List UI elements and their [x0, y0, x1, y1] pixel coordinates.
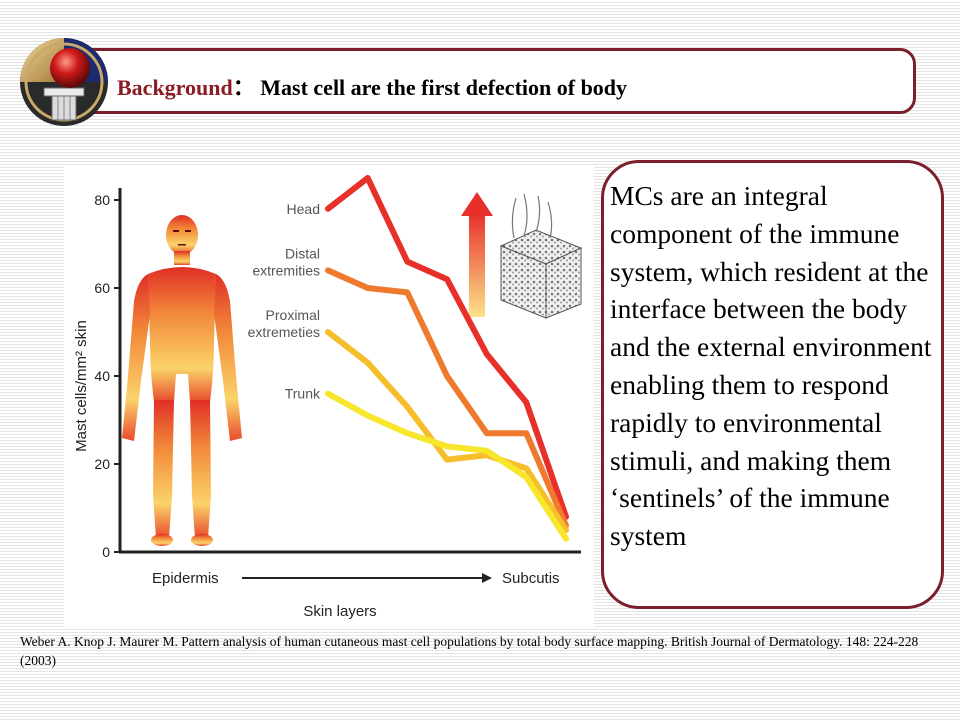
chart-panel: 0 20 40 60 80 Epidermis Subcutis Skin layers… — [64, 166, 594, 628]
series-label: extremeties — [248, 324, 320, 340]
sphere-pillar-logo-icon — [18, 36, 110, 128]
page-title: Background： Mast cell are the first defe… — [117, 70, 627, 102]
citation-text: Weber A. Knop J. Maurer M. Pattern analy… — [20, 632, 940, 670]
y-tick-label: 40 — [94, 368, 110, 384]
skin-block-icon — [501, 194, 581, 318]
y-axis-title: Mast cells/mm² skin — [73, 320, 90, 452]
series-label: Distal — [285, 245, 320, 261]
description-text: MCs are an integral component of the imm… — [610, 177, 945, 555]
x-axis-title: Skin layers — [303, 603, 376, 620]
y-tick-label: 80 — [94, 192, 110, 208]
series-label: Head — [287, 201, 320, 217]
x-start-label: Epidermis — [152, 570, 219, 587]
mast-cell-chart: 0 20 40 60 80 Epidermis Subcutis Skin layers… — [64, 166, 594, 628]
x-direction-arrowhead — [482, 573, 492, 583]
title-separator: ： — [233, 75, 255, 100]
series-line-proximal-extremeties — [328, 332, 566, 530]
gradient-up-arrow-icon — [461, 192, 493, 216]
series-label: Proximal — [266, 307, 320, 323]
series-label: Trunk — [285, 386, 321, 402]
title-rest: Mast cell are the first defection of bod… — [260, 75, 627, 100]
series-label: extremities — [252, 262, 320, 278]
x-end-label: Subcutis — [502, 570, 560, 587]
gradient-up-arrow-shaft — [469, 213, 485, 317]
y-tick-label: 20 — [94, 456, 110, 472]
human-body-gradient-figure-icon — [122, 215, 242, 546]
y-tick-label: 0 — [102, 544, 110, 560]
series-line-head — [328, 178, 566, 517]
y-tick-label: 60 — [94, 280, 110, 296]
title-key: Background — [117, 75, 233, 100]
